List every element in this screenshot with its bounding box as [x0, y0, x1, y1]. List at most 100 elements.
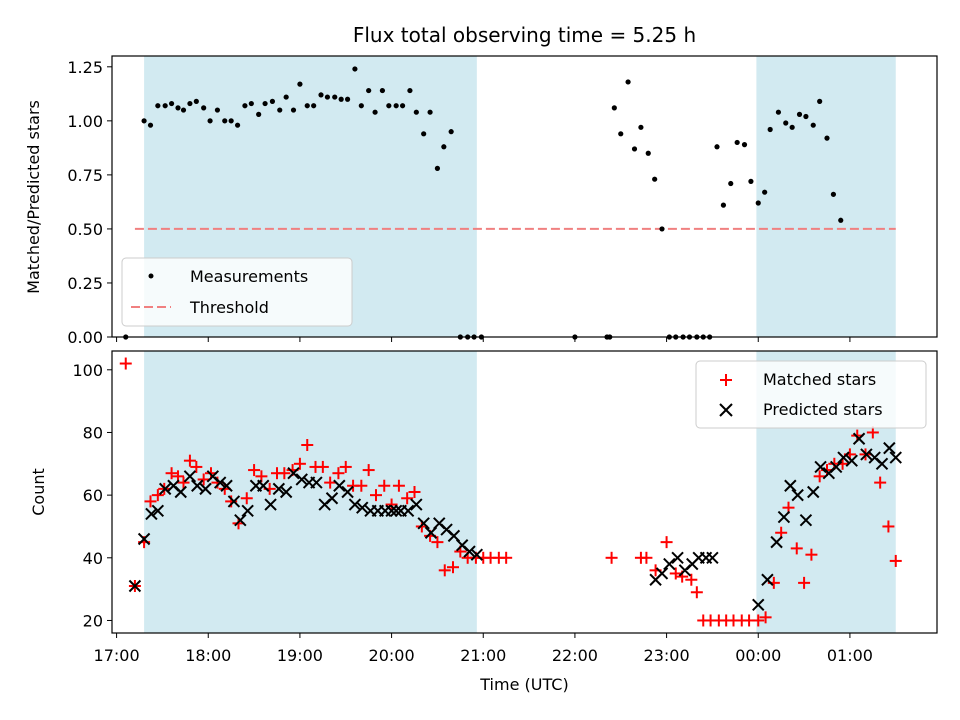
matched-star-point	[685, 573, 698, 586]
chart-title: Flux total observing time = 5.25 h	[353, 23, 696, 47]
predicted-star-point	[199, 482, 212, 496]
measurement-point	[638, 124, 644, 130]
measurement-point	[242, 103, 248, 109]
top-legend: Measurements Threshold	[121, 257, 353, 327]
measurement-point	[838, 217, 844, 223]
matched-star-point	[240, 492, 253, 505]
top-y-tick-label: 1.00	[67, 112, 103, 131]
measurement-point	[155, 103, 161, 109]
measurement-point	[193, 98, 199, 104]
predicted-star-point	[128, 579, 142, 593]
measurement-point	[318, 92, 324, 98]
measurement-point	[824, 135, 830, 141]
matched-star-point	[798, 576, 811, 589]
bottom-observing-window-1	[144, 351, 477, 633]
measurement-point	[407, 87, 413, 94]
measurement-point	[372, 109, 378, 115]
predicted-star-point	[234, 513, 247, 527]
bottom-y-axis-label: Count	[29, 468, 48, 516]
measurement-point	[162, 103, 168, 109]
matched-star-point	[190, 460, 203, 473]
predicted-star-point	[417, 517, 430, 530]
predicted-star-point	[333, 479, 346, 492]
measurement-point	[720, 202, 727, 208]
predicted-star-point	[777, 510, 791, 524]
measurement-point	[830, 191, 837, 197]
matched-star-point	[197, 473, 210, 486]
top-legend-box	[121, 257, 353, 327]
measurement-point	[311, 103, 317, 109]
predicted-star-point	[752, 598, 765, 612]
matched-star-point	[324, 476, 337, 489]
predicted-star-point	[295, 473, 308, 486]
measurement-point	[611, 105, 617, 111]
matched-star-point	[752, 614, 765, 627]
measurement-point	[234, 122, 241, 128]
measurement-point	[324, 94, 331, 100]
x-tick-label: 20:00	[369, 646, 415, 665]
predicted-star-point	[706, 551, 719, 565]
measurement-point	[796, 111, 803, 117]
predicted-star-point	[770, 535, 783, 549]
top-y-tick-label: 0.00	[67, 328, 103, 347]
predicted-star-point	[272, 482, 286, 496]
predicted-star-point	[213, 476, 227, 489]
top-y-tick-label: 0.50	[67, 220, 103, 239]
measurement-point	[366, 87, 372, 94]
measurement-point	[789, 124, 795, 130]
matched-star-point	[447, 561, 459, 574]
measurement-point	[175, 105, 181, 111]
matched-star-point	[355, 479, 368, 492]
predicted-stars-points	[128, 432, 902, 612]
matched-star-point	[669, 567, 682, 580]
matched-star-point	[316, 460, 329, 473]
predicted-star-point	[310, 476, 323, 489]
matched-star-point	[889, 554, 902, 567]
top-y-tick-label: 1.25	[67, 58, 103, 77]
measurement-point	[304, 103, 310, 109]
measurement-point	[256, 111, 262, 117]
measurement-point	[358, 103, 364, 109]
bottom-y-tick-label: 80	[83, 423, 103, 442]
x-tick-label: 23:00	[644, 646, 690, 665]
x-tick-label: 00:00	[735, 646, 781, 665]
matched-star-point	[278, 467, 291, 480]
top-plot-frame	[111, 55, 938, 338]
x-tick-label: 01:00	[827, 646, 873, 665]
predicted-star-point	[837, 451, 850, 464]
measurement-point	[441, 144, 447, 150]
x-tick-label: 22:00	[552, 646, 598, 665]
matched-star-point	[339, 460, 352, 473]
predicted-star-point	[341, 485, 354, 499]
measurement-point	[413, 109, 419, 115]
measurement-point	[352, 66, 358, 72]
measurement-point	[741, 142, 748, 148]
matched-star-point	[813, 470, 826, 483]
legend-measurements-label: Measurements	[190, 267, 308, 286]
measurement-point	[168, 100, 175, 107]
measurement-point	[618, 131, 624, 137]
predicted-star-point	[463, 545, 476, 558]
measurement-point	[714, 144, 720, 150]
bottom-y-tick-label: 40	[83, 549, 103, 568]
measurement-point	[748, 178, 754, 184]
matched-star-point	[805, 548, 818, 561]
measurement-point	[141, 118, 147, 124]
bottom-y-tick-label: 100	[72, 361, 103, 380]
predicted-star-point	[183, 470, 197, 483]
legend-predicted-label: Predicted stars	[763, 400, 883, 419]
measurement-point	[434, 165, 441, 171]
measurement-point	[803, 113, 809, 120]
measurement-point	[222, 118, 228, 124]
matched-star-point	[248, 464, 261, 477]
predicted-star-point	[151, 504, 165, 518]
matched-star-point	[500, 551, 513, 564]
predicted-star-point	[799, 513, 813, 527]
bottom-x-ticks: 17:00 18:00 19:00 20:00 21:00 22:00 23:00 00:00…	[94, 633, 873, 665]
predicted-star-point	[137, 532, 151, 546]
measurement-point	[728, 180, 734, 187]
matched-star-point	[385, 498, 398, 511]
top-y-ticks: 0.00 0.25 0.50 0.75 1.00 1.25	[67, 58, 112, 347]
top-observing-window-2	[756, 56, 896, 337]
